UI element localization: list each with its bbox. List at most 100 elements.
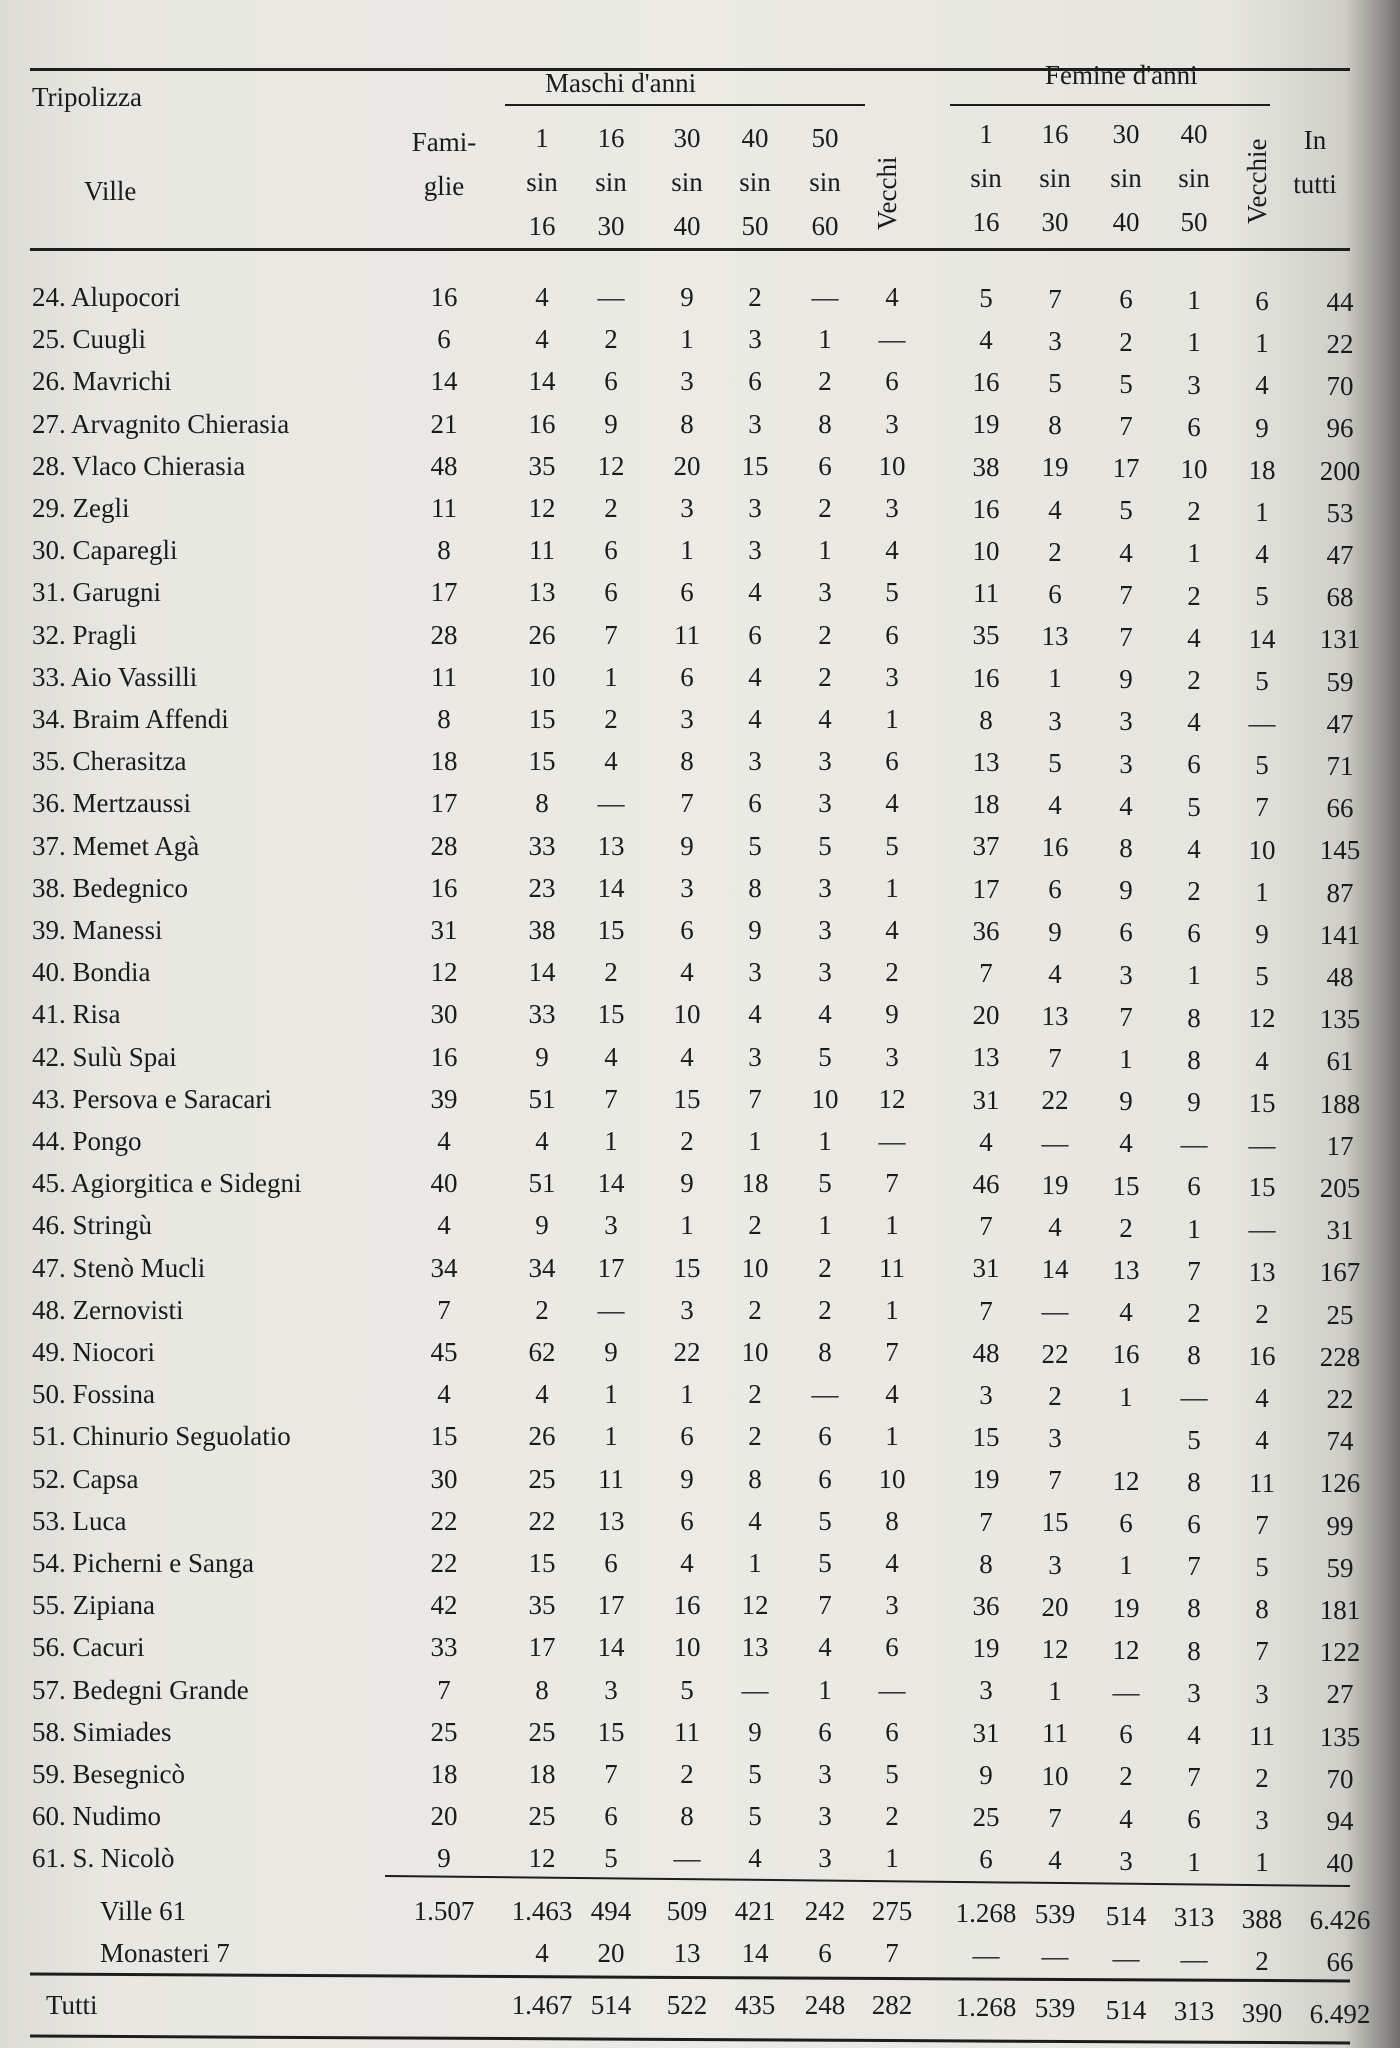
table-cell: 3	[680, 872, 694, 903]
table-cell: 2	[885, 1801, 899, 1832]
total-header-line: tutti	[1293, 169, 1337, 199]
table-cell: 10	[1248, 834, 1276, 865]
table-cell: 275	[871, 1896, 913, 1926]
table-cell: 2	[885, 957, 899, 988]
table-cell: 1	[1187, 1846, 1201, 1877]
table-cell: 8	[535, 788, 549, 819]
table-cell: 1	[1187, 1213, 1201, 1244]
table-cell: 8	[1187, 1466, 1201, 1497]
bottom-rule	[30, 2034, 1350, 2045]
age-header-line: sin	[526, 167, 558, 197]
table-cell: 9	[979, 1759, 993, 1790]
table-cell: 38	[528, 915, 556, 945]
table-cell: 3	[1187, 1677, 1201, 1708]
table-cell: 313	[1173, 1996, 1215, 2026]
table-row: 29. Zegli 11 12 2 3 3 2 3 16 4 5 2 1 53	[0, 493, 1400, 533]
table-cell: 11	[598, 1463, 624, 1494]
table-cell: 6	[818, 1463, 832, 1494]
table-cell: 9	[885, 999, 899, 1030]
table-cell: 248	[804, 1990, 846, 2020]
table-cell: 8	[1187, 1044, 1201, 1075]
table-cell: 25	[528, 1463, 556, 1494]
table-cell: 48	[1326, 961, 1354, 992]
table-cell: 13	[597, 1505, 625, 1536]
table-cell: 42	[430, 1590, 458, 1621]
table-cell: 33	[528, 999, 556, 1030]
table-cell: 4	[748, 704, 762, 734]
table-cell: 514	[1105, 1994, 1147, 2025]
table-cell: 4	[748, 577, 762, 608]
table-cell: —	[972, 1939, 1000, 1970]
table-cell: 4	[1187, 1719, 1201, 1750]
table-row: 49. Niocori 45 62 9 22 10 8 7 48 22 16 8 16 228	[0, 1337, 1400, 1377]
table-cell: 8	[437, 704, 451, 734]
table-cell: 3	[1119, 706, 1133, 737]
table-cell: 6	[1187, 411, 1201, 442]
table-cell: 62	[528, 1337, 556, 1367]
table-cell: 1	[604, 661, 618, 692]
table-cell: 18	[972, 789, 1000, 820]
table-cell: 3	[1255, 1678, 1269, 1709]
table-cell: 9	[604, 408, 618, 439]
table-cell: 15	[1112, 1170, 1140, 1201]
table-cell: 15	[673, 1083, 701, 1114]
table-row: 30. Caparegli 8 11 6 1 3 1 4 10 2 4 1 4 47	[0, 535, 1400, 575]
female-age-header: 1 sin 16	[946, 112, 1026, 244]
table-cell: 13	[1248, 1256, 1276, 1287]
table-cell: 14	[741, 1938, 769, 1968]
table-cell: 5	[748, 830, 762, 861]
table-cell: 7	[885, 1168, 899, 1199]
table-cell: 4	[1255, 1383, 1269, 1414]
female-age-header: 16 sin 30	[1015, 112, 1095, 244]
table-cell: 4	[437, 1210, 451, 1241]
table-cell: 15	[597, 999, 625, 1030]
table-cell: 3	[1048, 705, 1062, 736]
table-cell: 11	[431, 493, 457, 523]
table-row: 24. Alupocori 16 4—9 2—4 5 7 6 1 6 44	[0, 282, 1400, 322]
table-cell: 5	[1255, 750, 1269, 781]
table-cell: 22	[673, 1337, 701, 1367]
table-cell: 3	[818, 746, 832, 777]
table-cell: 2	[1187, 875, 1201, 906]
table-cell: 3	[818, 788, 832, 819]
table-cell: 3	[1119, 1845, 1133, 1876]
table-cell: 19	[1041, 1169, 1069, 1200]
table-cell: 19	[1112, 1592, 1140, 1623]
table-cell: 47	[1326, 539, 1354, 570]
families-header-line: glie	[423, 171, 465, 201]
table-cell: 7	[1119, 410, 1133, 441]
table-row: 53. Luca 22 22 13 6 4 5 8 7 15 6 6 7 99	[0, 1506, 1400, 1546]
table-cell: 7	[604, 1083, 618, 1114]
table-cell: 6	[1187, 918, 1201, 949]
table-row: 40. Bondia 12 14 2 4 3 3 2 7 4 3 1 5 48	[0, 957, 1400, 997]
table-cell: 17	[528, 1632, 556, 1663]
table-cell: 8	[1255, 1594, 1269, 1625]
table-cell: 9	[1255, 919, 1269, 949]
table-cell: 6	[604, 366, 618, 397]
table-cell: 31	[972, 1717, 1000, 1748]
table-cell: 3	[680, 704, 694, 734]
table-cell: 4	[1255, 539, 1269, 570]
table-cell: 12	[597, 450, 625, 481]
table-cell: 4	[1187, 707, 1201, 738]
table-cell: 5	[885, 577, 899, 608]
table-row: 45. Agiorgitica e Sidegni 40 51 14 9 18 5 7 46 19…	[0, 1168, 1400, 1208]
table-cell: 8	[818, 1337, 832, 1367]
age-header-line: sin	[1110, 163, 1142, 193]
table-cell: 7	[1048, 1043, 1062, 1074]
table-cell: 188	[1319, 1088, 1361, 1119]
table-cell: 8	[1187, 1340, 1201, 1371]
table-cell: —	[741, 1674, 769, 1705]
table-cell: 22	[1041, 1085, 1069, 1116]
table-cell: 11	[1042, 1718, 1068, 1749]
table-row: 54. Picherni e Sanga 22 15 6 4 1 5 4 8 3 1 7 5 59	[0, 1548, 1400, 1588]
table-cell: 17	[597, 1252, 625, 1283]
table-row: 35. Cherasitza 18 15 4 8 3 3 6 13 5 3 6 5 71	[0, 746, 1400, 786]
male-age-header: 16 sin 30	[571, 116, 651, 248]
table-cell: 7	[1048, 1802, 1062, 1833]
table-cell: —	[597, 1294, 625, 1325]
table-cell: 6	[885, 366, 899, 397]
table-cell: 6	[748, 366, 762, 397]
table-row: 28. Vlaco Chierasia 48 35 12 20 15 6 10 38 19 17 10…	[0, 451, 1400, 491]
village-name: 31. Garugni	[32, 577, 161, 608]
